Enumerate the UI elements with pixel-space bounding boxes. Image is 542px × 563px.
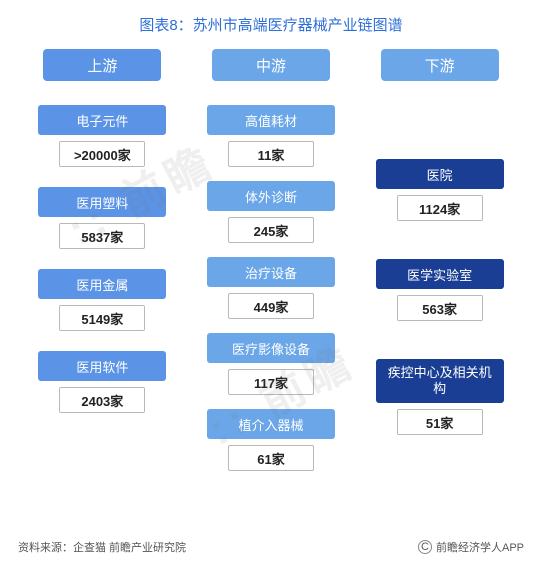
industry-group: 医学实验室 563家: [376, 253, 504, 325]
category-label: 医用塑料: [38, 187, 166, 217]
industry-group: 医用金属 5149家: [38, 263, 166, 335]
count-value: 449家: [228, 293, 314, 319]
category-label: 体外诊断: [207, 181, 335, 211]
category-label: 高值耗材: [207, 105, 335, 135]
category-label: 疾控中心及相关机构: [376, 359, 504, 403]
category-label: 植介入器械: [207, 409, 335, 439]
industry-group: 医用塑料 5837家: [38, 181, 166, 253]
count-value: 51家: [397, 409, 483, 435]
count-value: 5149家: [59, 305, 145, 331]
count-value: 11家: [228, 141, 314, 167]
industry-group: 治疗设备 449家: [207, 251, 335, 323]
chart-title: 图表8：苏州市高端医疗器械产业链图谱: [0, 0, 542, 49]
column-header: 下游: [381, 49, 499, 81]
industry-group: 疾控中心及相关机构 51家: [376, 353, 504, 439]
diagram-columns: 上游电子元件 >20000家医用塑料 5837家医用金属 5149家医用软件 2403家…: [0, 49, 542, 479]
count-value: >20000家: [59, 141, 145, 167]
count-value: 2403家: [59, 387, 145, 413]
chart-title-text: 图表8：苏州市高端医疗器械产业链图谱: [139, 17, 402, 34]
count-value: 5837家: [59, 223, 145, 249]
count-value: 117家: [228, 369, 314, 395]
column-1: 中游高值耗材 11家体外诊断 245家治疗设备 449家医疗影像设备 117家植介入器械…: [196, 49, 346, 479]
category-label: 医疗影像设备: [207, 333, 335, 363]
industry-group: 医疗影像设备 117家: [207, 327, 335, 399]
industry-group: 电子元件 >20000家: [38, 99, 166, 171]
copyright-text: 前瞻经济学人APP: [436, 539, 524, 555]
category-label: 医院: [376, 159, 504, 189]
industry-group: 植介入器械 61家: [207, 403, 335, 475]
category-label: 医学实验室: [376, 259, 504, 289]
column-header: 上游: [43, 49, 161, 81]
copyright: C 前瞻经济学人APP: [418, 539, 524, 555]
industry-group: 体外诊断 245家: [207, 175, 335, 247]
category-label: 医用软件: [38, 351, 166, 381]
industry-group: 医用软件 2403家: [38, 345, 166, 417]
copyright-icon: C: [418, 540, 432, 554]
count-value: 245家: [228, 217, 314, 243]
column-header: 中游: [212, 49, 330, 81]
count-value: 563家: [397, 295, 483, 321]
count-value: 61家: [228, 445, 314, 471]
category-label: 电子元件: [38, 105, 166, 135]
footer: 资料来源：企查猫 前瞻产业研究院 C 前瞻经济学人APP: [18, 539, 524, 555]
industry-group: 高值耗材 11家: [207, 99, 335, 171]
column-0: 上游电子元件 >20000家医用塑料 5837家医用金属 5149家医用软件 2403家: [27, 49, 177, 479]
category-label: 治疗设备: [207, 257, 335, 287]
industry-group: 医院 1124家: [376, 153, 504, 225]
source-text: 资料来源：企查猫 前瞻产业研究院: [18, 539, 186, 555]
count-value: 1124家: [397, 195, 483, 221]
category-label: 医用金属: [38, 269, 166, 299]
column-2: 下游医院 1124家医学实验室 563家疾控中心及相关机构 51家: [365, 49, 515, 479]
